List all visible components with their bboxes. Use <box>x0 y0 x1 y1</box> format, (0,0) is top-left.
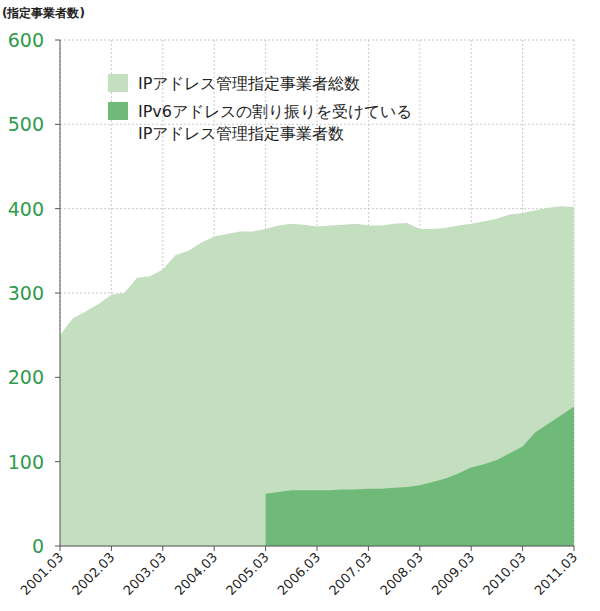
x-tick <box>162 546 163 551</box>
x-tick-label: 2002.03 <box>69 550 118 599</box>
y-tick-label: 200 <box>8 366 44 388</box>
series-area <box>60 206 574 546</box>
x-tick <box>111 546 112 551</box>
x-tick <box>522 546 523 551</box>
y-tick-label: 0 <box>32 535 44 557</box>
y-tick <box>55 293 60 294</box>
x-tick-label: 2010.03 <box>480 550 529 599</box>
chart-root: 0 100 200 300 400 500 600 2001.032002.032003.03… <box>0 0 600 611</box>
y-tick <box>55 546 60 547</box>
legend-swatch <box>108 102 128 120</box>
legend-label: IPアドレス管理指定事業者総数 <box>138 74 360 93</box>
x-tick <box>317 546 318 551</box>
y-axis-label: (指定事業者数) <box>2 6 85 20</box>
series-area <box>266 407 574 546</box>
y-tick-label: 600 <box>8 29 44 51</box>
x-tick <box>574 546 575 551</box>
y-tick-label: 300 <box>8 282 44 304</box>
x-tick-label: 2006.03 <box>274 550 323 599</box>
x-tick-label: 2007.03 <box>326 550 375 599</box>
y-tick-label: 100 <box>8 451 44 473</box>
x-tick <box>471 546 472 551</box>
y-tick-label: 400 <box>8 198 44 220</box>
grid <box>60 40 574 546</box>
areas <box>60 206 574 546</box>
x-tick-label: 2004.03 <box>172 550 221 599</box>
legend: IPアドレス管理指定事業者総数 IPv6アドレスの割り振りを受けているIPアドレス… <box>108 74 412 143</box>
x-tick-label: 2008.03 <box>377 550 426 599</box>
y-tick <box>55 124 60 125</box>
y-tick <box>55 377 60 378</box>
legend-swatch <box>108 74 128 92</box>
y-tick-label: 500 <box>8 113 44 135</box>
x-tick <box>265 546 266 551</box>
x-tick <box>214 546 215 551</box>
x-tick-label: 2009.03 <box>429 550 478 599</box>
x-tick-label: 2003.03 <box>120 550 169 599</box>
x-tick-label: 2005.03 <box>223 550 272 599</box>
x-tick <box>368 546 369 551</box>
chart: 0 100 200 300 400 500 600 2001.032002.032003.03… <box>0 0 600 611</box>
y-tick <box>55 208 60 209</box>
x-tick-label: 2001.03 <box>17 550 66 599</box>
legend-label: IPv6アドレスの割り振りを受けているIPアドレス管理指定事業者数 <box>138 102 412 143</box>
x-tick-label: 2011.03 <box>531 550 580 599</box>
y-tick <box>55 40 60 41</box>
x-tick <box>419 546 420 551</box>
y-tick <box>55 461 60 462</box>
x-tick <box>60 546 61 551</box>
